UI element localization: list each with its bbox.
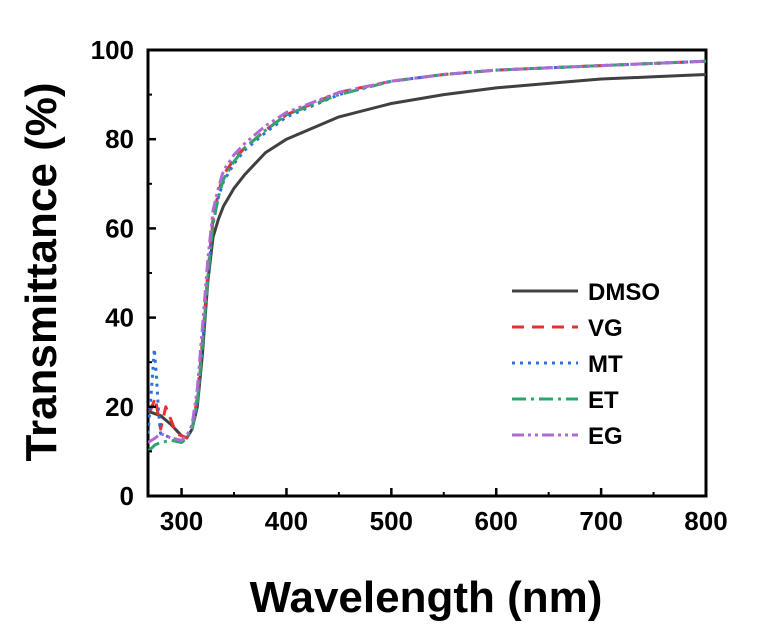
legend-label-vg: VG (588, 315, 623, 342)
y-tick-label: 20 (105, 392, 134, 422)
x-tick-label: 800 (684, 506, 727, 536)
x-tick-label: 300 (160, 506, 203, 536)
series-line-dmso (148, 73, 706, 440)
y-axis-ticks: 0 20 40 60 80 100 (91, 35, 156, 511)
x-tick-label: 600 (475, 506, 518, 536)
series-line-et (148, 59, 706, 453)
series-line-vg (148, 59, 706, 440)
series-lines (148, 59, 706, 453)
legend-label-et: ET (588, 387, 619, 414)
legend-label-mt: MT (588, 351, 623, 378)
y-tick-label: 0 (120, 481, 134, 511)
legend: DMSO VG MT ET EG (512, 279, 660, 450)
y-tick-label: 80 (105, 124, 134, 154)
y-tick-label: 100 (91, 35, 134, 65)
y-axis-title: Transmittance (%) (17, 83, 66, 462)
y-tick-label: 60 (105, 213, 134, 243)
series-line-eg (148, 59, 706, 444)
legend-label-dmso: DMSO (588, 279, 660, 306)
x-tick-label: 400 (265, 506, 308, 536)
x-tick-label: 500 (370, 506, 413, 536)
y-tick-label: 40 (105, 303, 134, 333)
legend-label-eg: EG (588, 423, 623, 450)
x-axis-title: Wavelength (nm) (250, 573, 603, 622)
series-line-mt (148, 59, 706, 442)
x-axis-ticks: 300 400 500 600 700 800 (160, 488, 728, 536)
x-tick-label: 700 (579, 506, 622, 536)
